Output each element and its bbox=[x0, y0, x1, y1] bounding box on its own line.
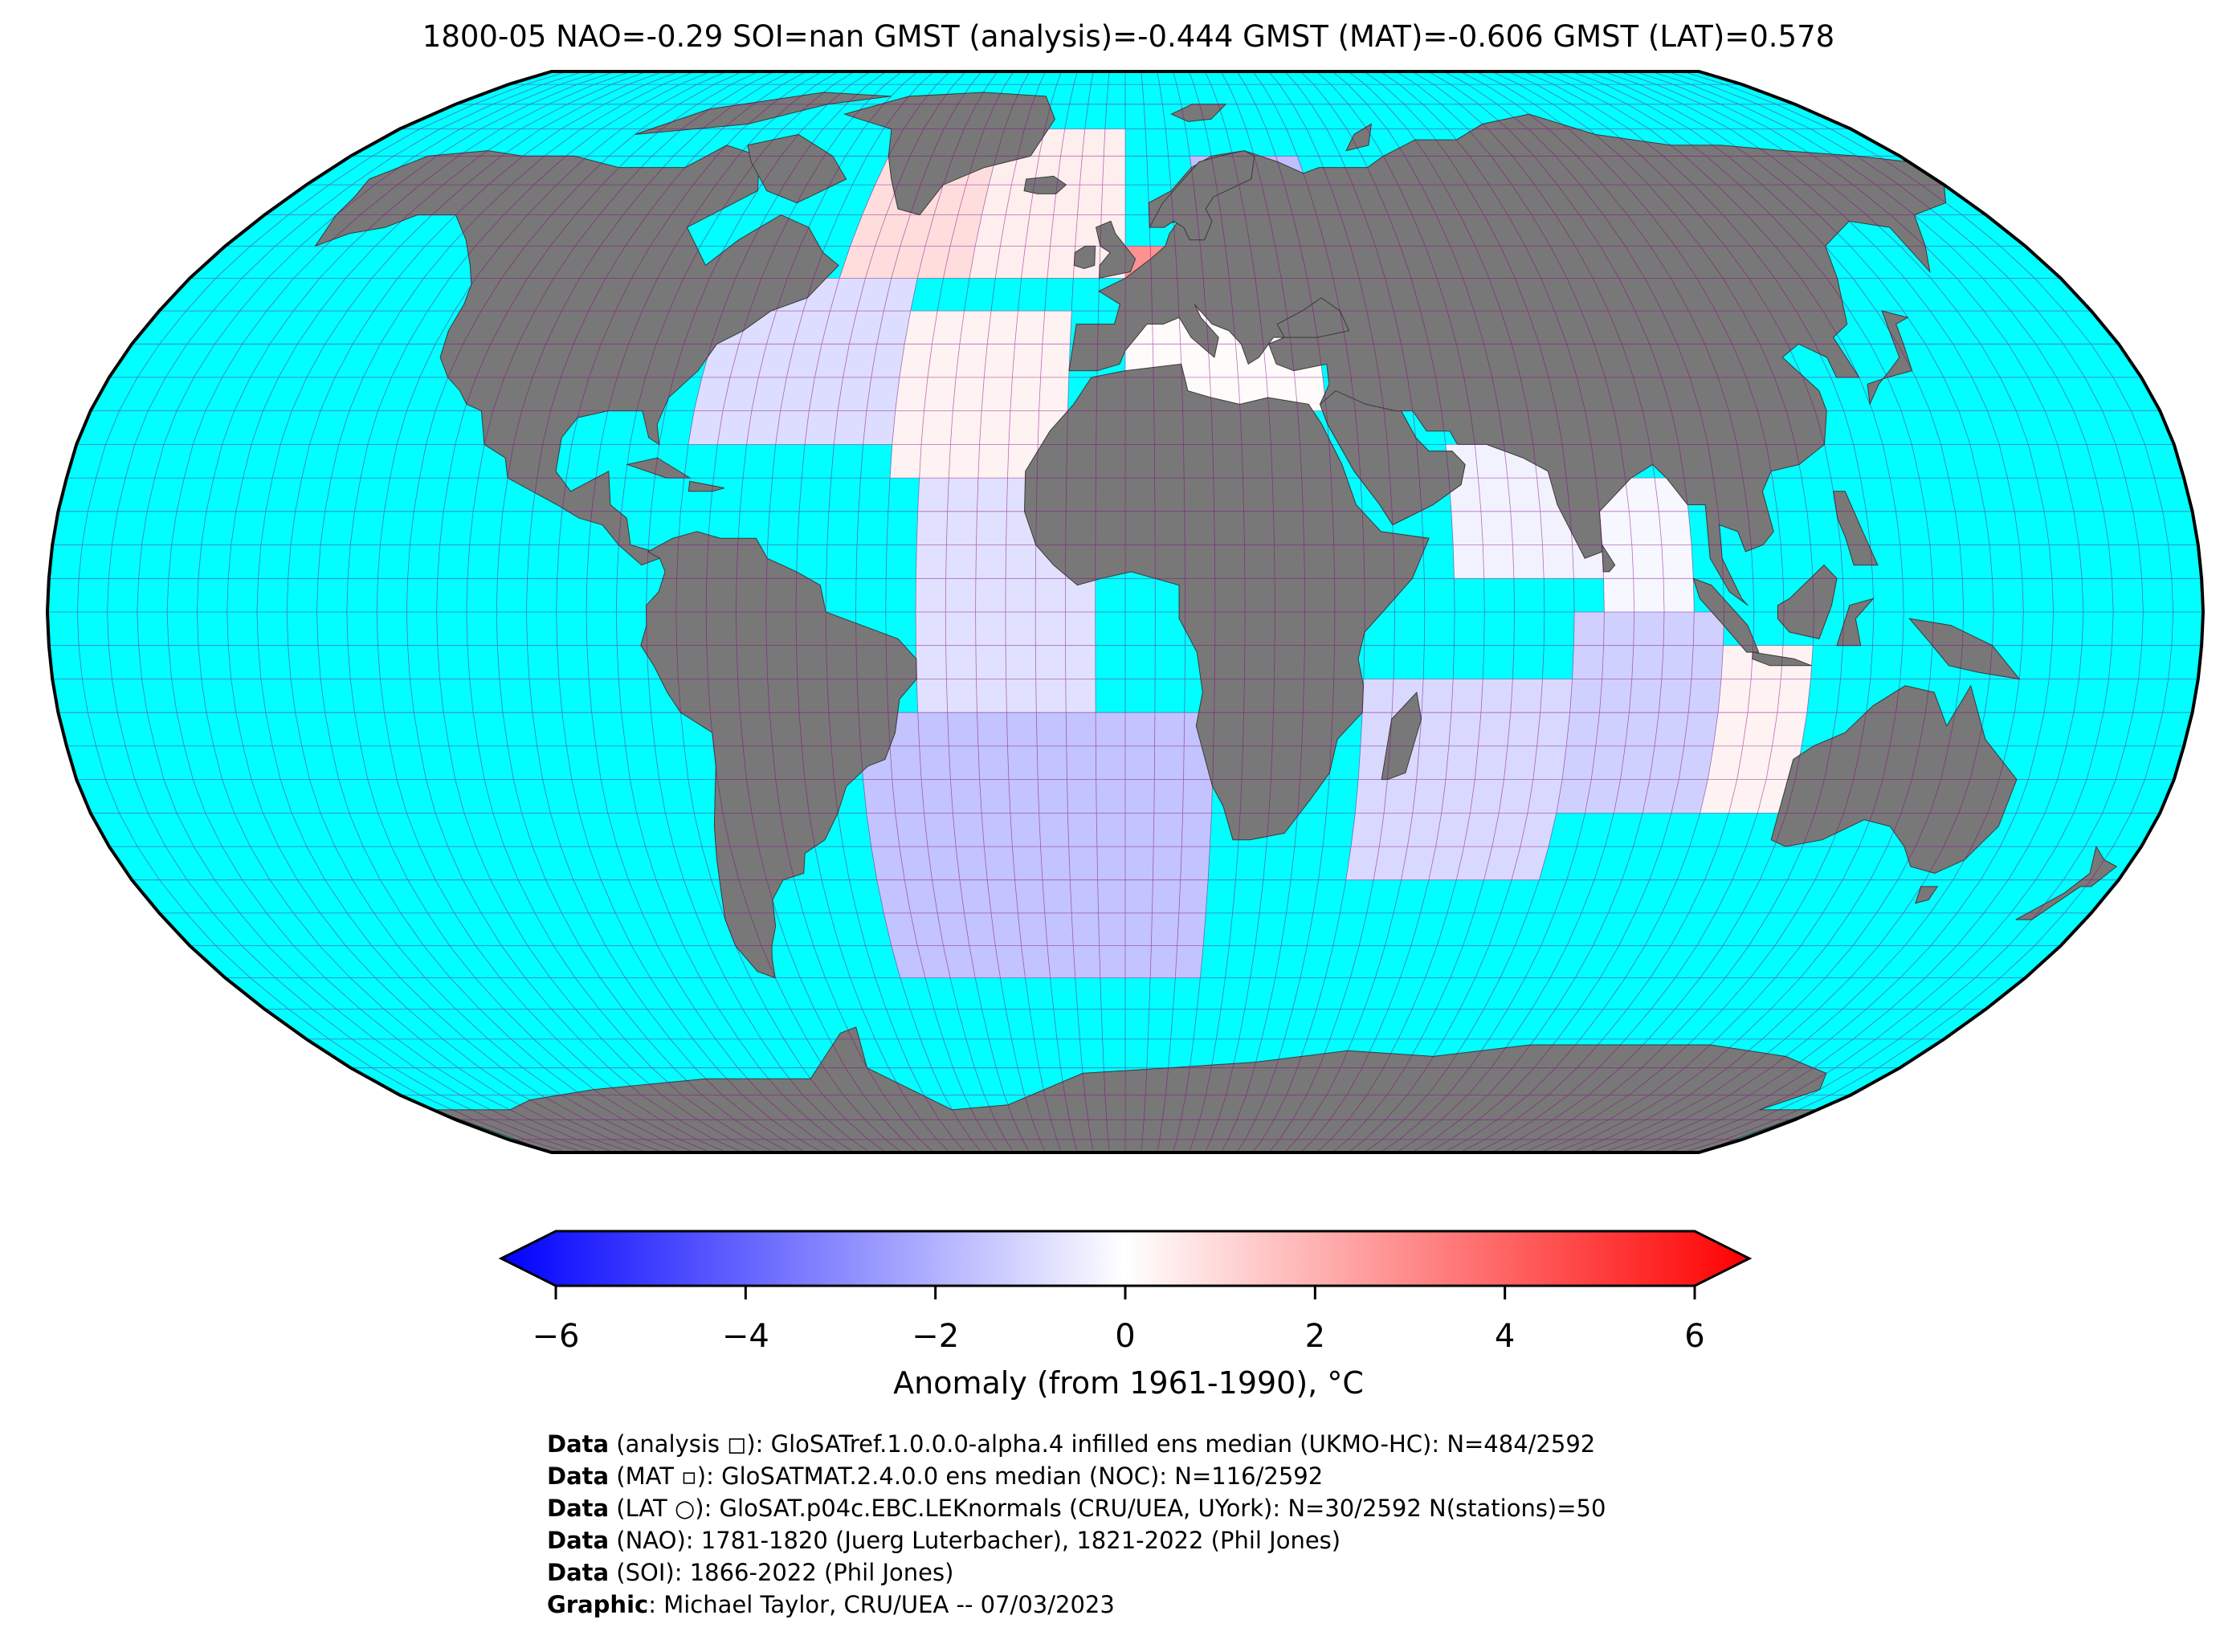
graticule-lines bbox=[47, 71, 2203, 1152]
colorbar-tick-label: −4 bbox=[721, 1318, 769, 1355]
land-novaya-zemlya bbox=[1345, 123, 1373, 152]
land-layer bbox=[314, 92, 2118, 1152]
anomaly-region-eastern-indian-ocean bbox=[1700, 645, 1814, 814]
colorbar-label: Anomaly (from 1961-1990), °C bbox=[893, 1365, 1364, 1401]
land-new-guinea bbox=[1908, 618, 2021, 680]
land-borneo bbox=[1777, 564, 1838, 639]
anomaly-region-nordic-seas bbox=[969, 128, 1125, 279]
figure-title: 1800-05 NAO=-0.29 SOI=nan GMST (analysis… bbox=[422, 19, 1835, 54]
colorbar-tick-label: 2 bbox=[1304, 1318, 1326, 1355]
colorbar-tick-label: 6 bbox=[1684, 1318, 1705, 1355]
colorbar bbox=[498, 1230, 1753, 1299]
credits: Data (analysis ◻): GloSATref.1.0.0.0-alp… bbox=[547, 1428, 1606, 1621]
colorbar-gradient bbox=[498, 1230, 1753, 1287]
globe-outline bbox=[45, 70, 2206, 1154]
land-philippines bbox=[1832, 491, 1879, 566]
credit-line: Graphic: Michael Taylor, CRU/UEA -- 07/0… bbox=[547, 1591, 1115, 1618]
credit-line: Data (NAO): 1781-1820 (Juerg Luterbacher… bbox=[547, 1527, 1341, 1554]
land-new-zealand bbox=[2015, 845, 2118, 920]
land-svalbard bbox=[1170, 104, 1227, 122]
anomaly-region-subtropical-north-atlantic bbox=[890, 311, 1072, 479]
land-eurasia bbox=[1068, 113, 1947, 606]
land-tasmania bbox=[1915, 886, 1939, 904]
colorbar-ticks bbox=[554, 1286, 1696, 1299]
colorbar-tick-label: −2 bbox=[912, 1318, 960, 1355]
graticule-layer bbox=[47, 71, 2203, 1152]
colorbar-tick-label: 0 bbox=[1115, 1318, 1136, 1355]
credit-line: Data (LAT ○): GloSAT.p04c.EBC.LEKnormals… bbox=[547, 1495, 1606, 1522]
colorbar-tick-label: 4 bbox=[1494, 1318, 1516, 1355]
credit-line: Data (SOI): 1866-2022 (Phil Jones) bbox=[547, 1559, 954, 1586]
world-map bbox=[45, 70, 2206, 1154]
credit-line: Data (MAT ▫): GloSATMAT.2.4.0.0 ens medi… bbox=[547, 1462, 1324, 1490]
colorbar-tick-label: −6 bbox=[532, 1318, 580, 1355]
credit-line: Data (analysis ◻): GloSATref.1.0.0.0-alp… bbox=[547, 1430, 1596, 1458]
anomaly-region-labrador-sea bbox=[839, 156, 997, 279]
land-scandinavia bbox=[1149, 150, 1255, 241]
land-baffin-island bbox=[747, 133, 847, 204]
